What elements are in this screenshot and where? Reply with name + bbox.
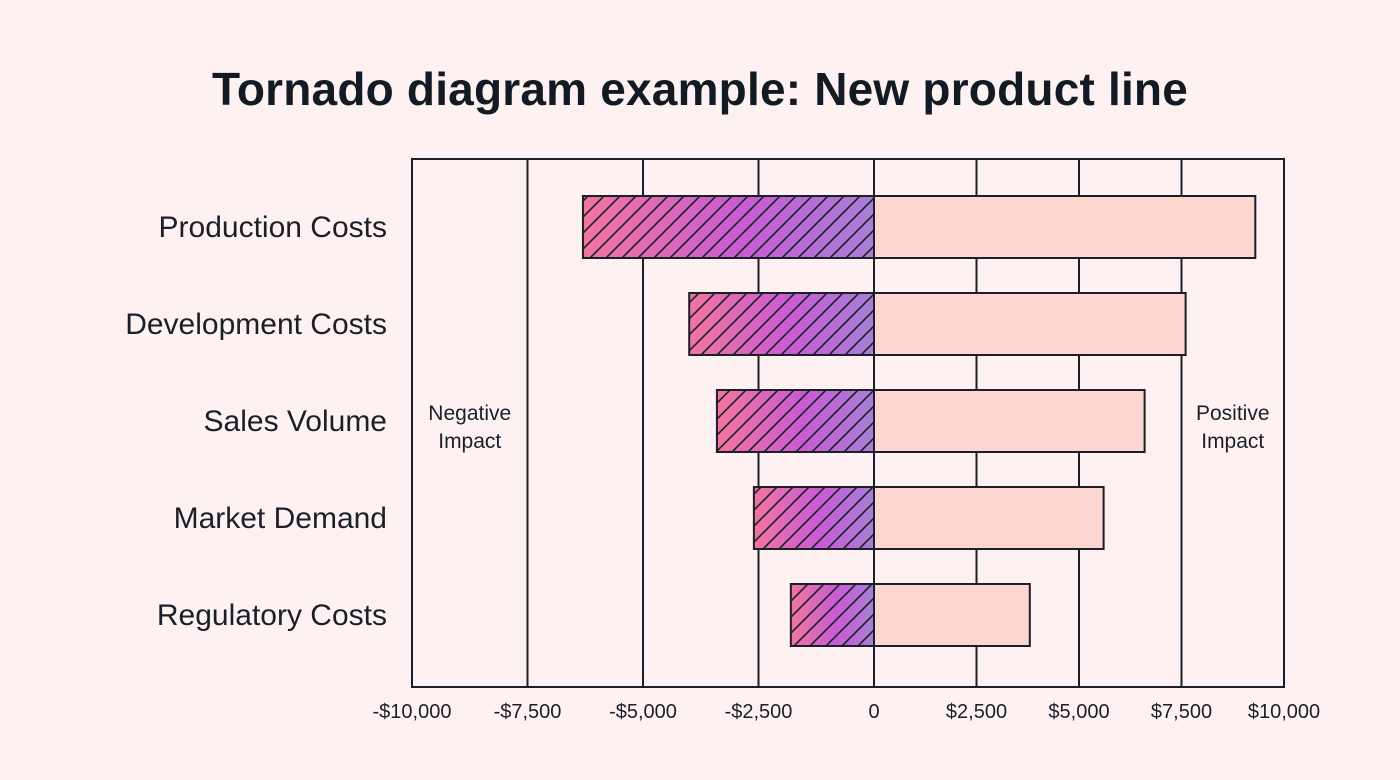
negative-bar-hatch [752, 486, 876, 550]
negative-bar-hatch [715, 389, 875, 453]
x-tick-label: $10,000 [1248, 701, 1320, 723]
positive-bar [873, 389, 1146, 453]
negative-bar-hatch [581, 195, 875, 259]
category-label: Development Costs [125, 308, 387, 341]
category-label: Sales Volume [204, 405, 387, 438]
negative-impact-label: Negative [428, 402, 511, 425]
x-tick-label: $5,000 [1048, 701, 1109, 723]
x-tick-label: -$2,500 [725, 701, 793, 723]
category-label: Production Costs [159, 211, 387, 244]
chart-title: Tornado diagram example: New product lin… [211, 63, 1189, 115]
x-tick-label: -$5,000 [609, 701, 677, 723]
plot-frame [411, 158, 1285, 688]
positive-bar [873, 292, 1187, 356]
negative-bar-hatch [789, 583, 876, 647]
x-tick-label: 0 [868, 701, 879, 723]
x-tick-label: $7,500 [1151, 701, 1212, 723]
negative-impact-label: Impact [438, 430, 501, 453]
x-tick-label: $2,500 [946, 701, 1007, 723]
positive-bar [873, 583, 1031, 647]
positive-impact-label: Impact [1201, 430, 1264, 453]
category-label: Market Demand [174, 502, 387, 535]
positive-bar [873, 486, 1105, 550]
negative-bar-hatch [688, 292, 876, 356]
category-label: Regulatory Costs [157, 599, 387, 632]
positive-impact-label: Positive [1196, 402, 1270, 425]
positive-bar [873, 195, 1257, 259]
x-tick-label: -$7,500 [494, 701, 562, 723]
x-tick-label: -$10,000 [373, 701, 452, 723]
